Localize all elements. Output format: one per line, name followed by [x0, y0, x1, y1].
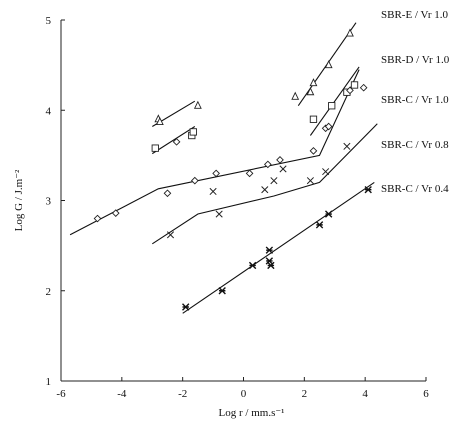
data-point-sbr-c-vr-0-8: [343, 142, 351, 150]
data-point-sbr-d-vr-1-0: [328, 102, 336, 110]
data-point-sbr-c-vr-0-4: [265, 246, 274, 254]
data-point-sbr-c-vr-0-8: [209, 187, 217, 196]
x-axis-label: Log r / mm.s⁻¹: [219, 407, 285, 419]
series-label-sbr-d-vr-1-0: SBR-D / Vr 1.0: [381, 54, 450, 66]
data-point-sbr-c-vr-1-0: [276, 156, 284, 164]
fit-line-sbr-c-vr-0-4: [182, 181, 375, 314]
x-tick-label: -6: [56, 388, 66, 400]
data-point-sbr-c-vr-0-8: [306, 177, 314, 185]
x-tick-label: 2: [302, 388, 308, 400]
y-tick-label: 4: [46, 105, 52, 117]
labels: SBR-E / Vr 1.0 SBR-D / Vr 1.0 SBR-C / Vr 1…: [381, 9, 450, 195]
data-point-sbr-e-vr-1-0: [155, 116, 164, 125]
data-point-sbr-d-vr-1-0: [151, 144, 159, 152]
x-tick-label: 0: [241, 388, 247, 400]
data-point-sbr-e-vr-1-0: [346, 28, 354, 37]
data-point-sbr-c-vr-0-8: [215, 210, 223, 218]
fit-line-sbr-d-vr-1-0: [152, 126, 196, 155]
data-point-sbr-c-vr-0-4: [218, 287, 226, 295]
data-point-sbr-c-vr-0-4: [248, 261, 257, 270]
data-point-sbr-c-vr-1-0: [172, 138, 181, 146]
data-point-sbr-c-vr-1-0: [359, 83, 368, 92]
y-tick-label: 5: [46, 15, 52, 27]
data-point-sbr-e-vr-1-0: [309, 78, 318, 87]
fit-line-sbr-c-vr-0-8: [151, 123, 378, 245]
data-point-sbr-c-vr-0-8: [261, 186, 269, 194]
data-point-sbr-c-vr-1-0: [309, 147, 318, 155]
y-tick-label: 1: [46, 376, 52, 388]
data-point-sbr-c-vr-0-4: [364, 185, 372, 194]
x-tick-label: 6: [423, 388, 429, 400]
data-point-sbr-d-vr-1-0: [189, 128, 197, 136]
y-tick-label: 2: [46, 286, 52, 298]
data-point-sbr-e-vr-1-0: [306, 87, 315, 96]
fit-line-sbr-d-vr-1-0: [309, 66, 360, 136]
data-point-sbr-c-vr-0-8: [270, 177, 278, 185]
y-axis-label: Log G / J.m⁻²: [13, 169, 25, 231]
x-tick-label: 4: [362, 388, 368, 400]
data-point-sbr-c-vr-0-4: [265, 257, 274, 265]
data-point-sbr-c-vr-1-0: [111, 209, 120, 217]
data-point-sbr-c-vr-0-4: [324, 210, 333, 218]
data-point-sbr-c-vr-1-0: [212, 169, 220, 178]
series-label-sbr-c-vr-0-4: SBR-C / Vr 0.4: [381, 183, 449, 195]
data-point-sbr-c-vr-0-4: [315, 221, 324, 229]
data-point-sbr-c-vr-0-4: [182, 303, 190, 311]
data-point-sbr-e-vr-1-0: [193, 100, 202, 109]
x-tick-label: -2: [178, 388, 187, 400]
data-point-sbr-c-vr-0-8: [166, 231, 175, 239]
series-label-sbr-c-vr-0-8: SBR-C / Vr 0.8: [381, 139, 449, 151]
data-point-sbr-e-vr-1-0: [291, 91, 300, 100]
data-point-sbr-e-vr-1-0: [324, 60, 333, 69]
series-label-sbr-e-vr-1-0: SBR-E / Vr 1.0: [381, 9, 448, 21]
data-point-sbr-d-vr-1-0: [350, 81, 359, 89]
data-point-sbr-c-vr-1-0: [245, 169, 254, 178]
data-point-sbr-c-vr-0-4: [267, 261, 275, 270]
x-tick-label: -4: [117, 388, 127, 400]
y-tick-label: 3: [46, 196, 52, 208]
data-point-sbr-c-vr-1-0: [190, 176, 199, 185]
data-point-sbr-c-vr-1-0: [263, 160, 272, 169]
data-point-sbr-c-vr-0-8: [279, 165, 287, 173]
data-point-sbr-c-vr-0-8: [322, 168, 330, 176]
data-point-sbr-c-vr-1-0: [163, 189, 172, 198]
markers: [93, 28, 372, 311]
series-label-sbr-c-vr-1-0: SBR-C / Vr 1.0: [381, 94, 449, 106]
data-point-sbr-c-vr-1-0: [324, 122, 333, 131]
data-point-sbr-d-vr-1-0: [309, 115, 318, 123]
axes: 1 2 3 4 5 -6 -4 -2 0 2 4 6 Log r / mm.s⁻¹ Log G / J.m…: [13, 15, 429, 419]
data-point-sbr-c-vr-1-0: [93, 214, 102, 223]
data-point-sbr-c-vr-1-0: [346, 86, 354, 95]
